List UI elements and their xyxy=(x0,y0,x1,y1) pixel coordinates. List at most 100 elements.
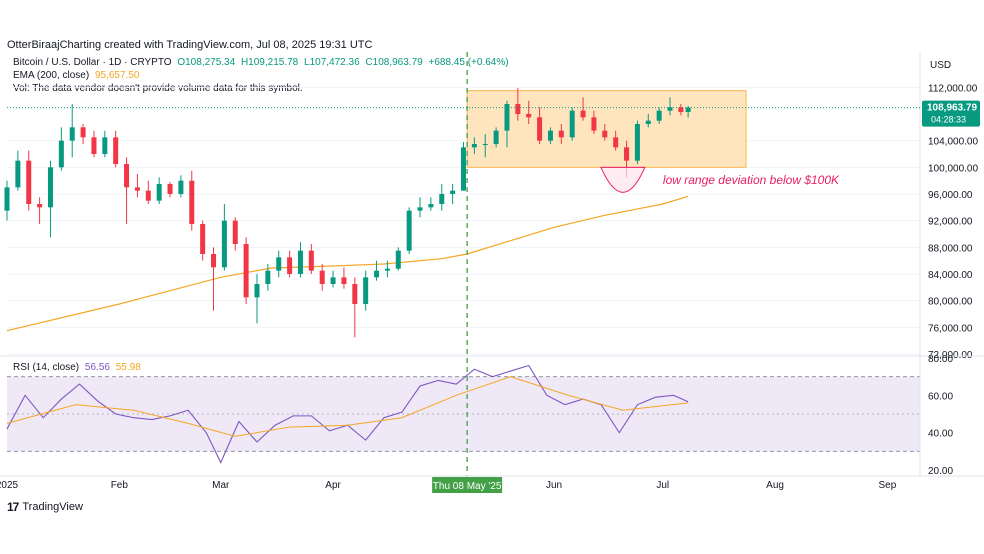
candle-body xyxy=(102,137,108,154)
candle-body xyxy=(91,137,97,154)
ema-line xyxy=(6,195,689,332)
axes-layer: 112,000.00 104,000.00 100,000.00 96,000.00 9… xyxy=(0,52,984,493)
candle-body xyxy=(167,184,173,194)
time-axis-label: Apr xyxy=(325,480,341,491)
candle-body xyxy=(37,204,43,208)
tradingview-logo[interactable]: 17 TradingView xyxy=(7,500,83,514)
ohlc-close: C108,963.79 xyxy=(365,57,423,68)
candle-body xyxy=(352,284,358,304)
range-box-layer xyxy=(466,90,747,168)
time-axis-label: Aug xyxy=(766,480,784,491)
candle-body xyxy=(591,117,597,131)
price-axis-label: 88,000.00 xyxy=(928,243,973,254)
date-marker-tag xyxy=(432,477,503,493)
candle-body xyxy=(26,160,32,204)
candle-body xyxy=(189,180,195,224)
annotation-layer: low range deviation below $100K xyxy=(466,52,840,476)
candle-body xyxy=(580,110,586,118)
price-axis-label: 104,000.00 xyxy=(928,137,978,148)
time-axis-label: Feb xyxy=(111,480,129,491)
candle-body xyxy=(624,147,630,161)
tradingview-logo-text: TradingView xyxy=(22,501,83,513)
candle-body xyxy=(569,110,575,138)
tradingview-mark-icon: 17 xyxy=(7,500,19,514)
ema-legend[interactable]: EMA (200, close) 95,657.50 xyxy=(13,70,142,81)
candle-body xyxy=(515,104,521,114)
time-axis-label: Jul xyxy=(656,480,669,491)
candle-body xyxy=(254,284,260,298)
price-axis-label: 100,000.00 xyxy=(928,163,978,174)
bar-countdown: 04:28:33 xyxy=(931,115,966,125)
time-axis-label: 2025 xyxy=(0,480,19,491)
candle-body xyxy=(297,250,303,274)
ema-label: EMA (200, close) xyxy=(13,70,90,81)
candle-body xyxy=(287,257,293,274)
candle-body xyxy=(211,254,217,268)
candle-body xyxy=(200,224,206,254)
symbol-legend[interactable]: Bitcoin / U.S. Dollar · 1D · CRYPTO O108… xyxy=(13,57,512,68)
candle-body xyxy=(656,110,662,121)
candle-body xyxy=(634,124,640,161)
ema-value: 95,657.50 xyxy=(94,70,140,81)
currency-label: USD xyxy=(930,60,951,71)
candle-body xyxy=(547,130,553,141)
rsi-label: RSI (14, close) xyxy=(13,362,80,373)
candle-body xyxy=(58,140,64,168)
ema-layer xyxy=(6,195,689,332)
candle-body xyxy=(124,164,130,188)
candle-body xyxy=(471,144,477,148)
candle-body xyxy=(374,270,380,278)
candle-body xyxy=(276,257,282,271)
ohlc-open: O108,275.34 xyxy=(177,57,236,68)
deviation-annotation: low range deviation below $100K xyxy=(663,173,840,187)
candle-body xyxy=(667,107,673,111)
ohlc-high: H109,215.78 xyxy=(240,57,299,68)
candle-body xyxy=(395,250,401,269)
rsi-layer xyxy=(6,364,920,464)
candle-body xyxy=(47,167,53,208)
ohlc-change: +688.45 (+0.64%) xyxy=(428,57,509,68)
candle-body xyxy=(341,277,347,284)
rsi-axis-label: 20.00 xyxy=(928,466,953,477)
candle-body xyxy=(69,127,75,141)
candle-body xyxy=(221,220,227,268)
ohlc-low: L107,472.36 xyxy=(304,57,360,68)
last-price-tag xyxy=(922,100,980,127)
price-axis-label: 112,000.00 xyxy=(928,83,978,94)
candle-body xyxy=(363,277,369,304)
candles-layer xyxy=(4,88,691,338)
candle-body xyxy=(537,117,543,141)
candle-body xyxy=(461,147,466,191)
deviation-arc xyxy=(600,166,646,193)
candle-body xyxy=(450,190,456,194)
rsi-axis-label: 40.00 xyxy=(928,429,953,440)
candle-body xyxy=(319,270,325,284)
candle-body xyxy=(232,220,238,244)
candle-body xyxy=(406,210,412,251)
candle-body xyxy=(645,120,651,124)
candle-body xyxy=(265,270,271,284)
candle-body xyxy=(145,190,151,201)
volume-note: Vol: The data vendor doesn't provide vol… xyxy=(13,83,303,94)
candle-body xyxy=(330,277,336,284)
price-axis-label: 76,000.00 xyxy=(928,323,973,334)
candle-body xyxy=(526,114,532,118)
candle-body xyxy=(178,180,184,194)
time-axis-label: Jun xyxy=(546,480,562,491)
price-axis-label: 92,000.00 xyxy=(928,217,973,228)
candle-body xyxy=(558,130,564,138)
rsi-axis-label: 60.00 xyxy=(928,391,953,402)
candle-body xyxy=(384,268,390,271)
candle-body xyxy=(4,187,10,211)
candle-body xyxy=(685,107,691,112)
price-axis-label: 96,000.00 xyxy=(928,190,973,201)
candle-body xyxy=(602,130,608,138)
rsi-legend[interactable]: RSI (14, close) 56.56 55.98 xyxy=(13,362,144,373)
rsi-axis-label: 80.00 xyxy=(928,354,953,365)
candle-body xyxy=(134,187,140,191)
candle-body xyxy=(308,250,314,271)
range-box xyxy=(466,90,747,168)
candle-body xyxy=(613,137,619,148)
candle-body xyxy=(15,160,21,188)
